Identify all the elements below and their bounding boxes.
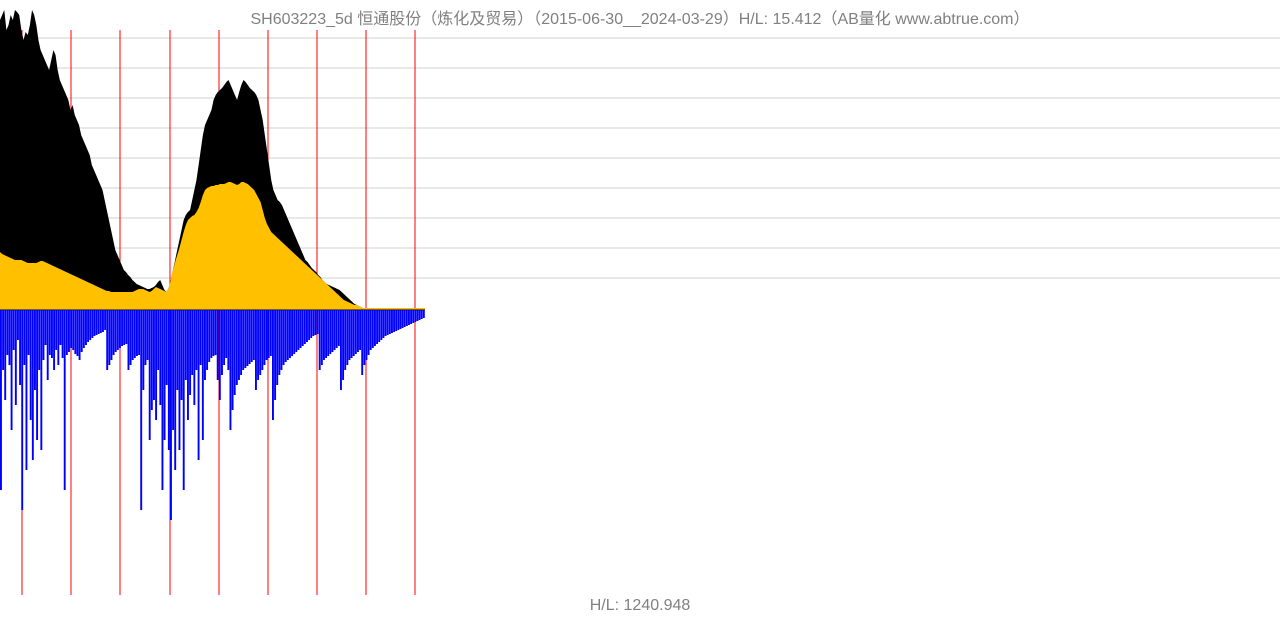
chart-canvas [0,0,1280,620]
stock-chart: SH603223_5d 恒通股份（炼化及贸易）（2015-06-30__2024… [0,0,1280,620]
chart-bottom-label: H/L: 1240.948 [0,597,1280,615]
